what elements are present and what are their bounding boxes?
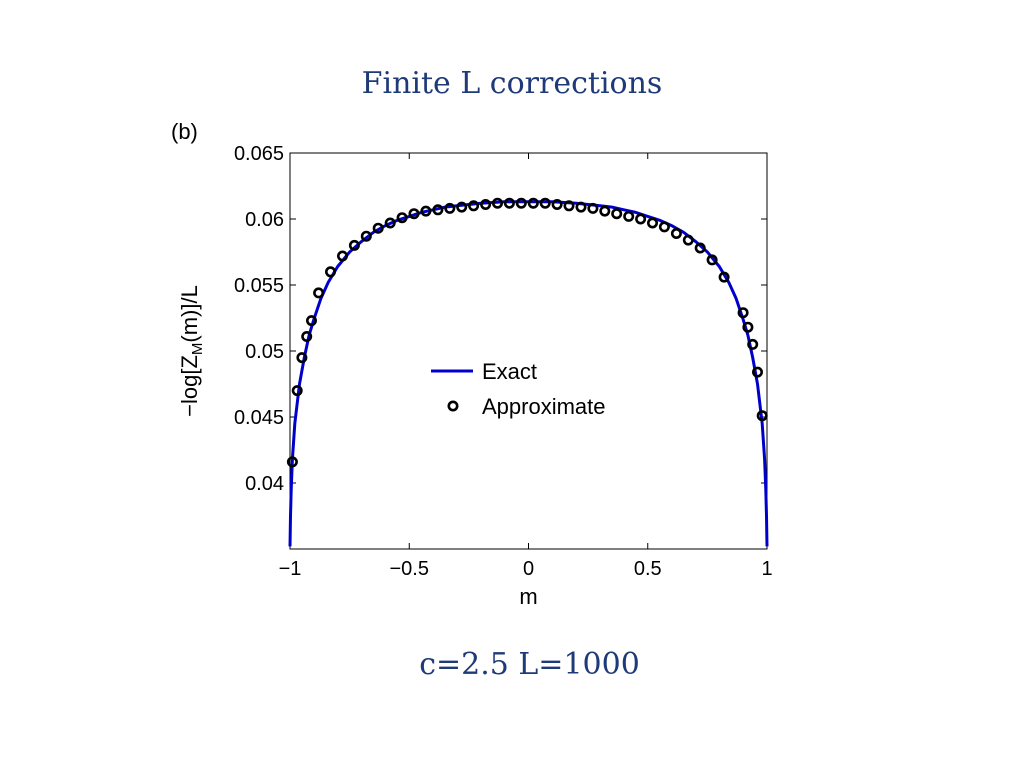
y-tick-label: 0.065 bbox=[234, 143, 284, 165]
y-axis-title: −log[ZM(m)]/L bbox=[177, 285, 206, 417]
series-marker-approximate bbox=[305, 315, 317, 327]
series-marker-approximate bbox=[670, 228, 682, 240]
series-marker-approximate bbox=[747, 338, 759, 350]
series-marker-approximate bbox=[313, 287, 325, 299]
x-tick-label: −0.5 bbox=[390, 558, 429, 580]
slide-title: Finite L corrections bbox=[361, 66, 663, 101]
x-ticks: −1 −0.5 0 0.5 1 bbox=[279, 153, 773, 580]
series-marker-approximate bbox=[599, 205, 611, 217]
series-marker-approximate bbox=[480, 199, 492, 211]
series-marker-approximate bbox=[623, 210, 635, 222]
series-marker-approximate bbox=[694, 242, 706, 254]
series-marker-approximate bbox=[611, 208, 623, 220]
series-marker-approximate bbox=[751, 366, 763, 378]
y-tick-label: 0.05 bbox=[245, 341, 284, 363]
plot-frame bbox=[289, 152, 768, 550]
series-marker-approximate bbox=[372, 222, 384, 234]
x-tick-label: 0.5 bbox=[634, 558, 662, 580]
x-tick-label: 1 bbox=[761, 558, 772, 580]
series-marker-approximate bbox=[575, 201, 587, 213]
series-marker-approximate bbox=[468, 200, 480, 212]
series-marker-approximate bbox=[756, 410, 768, 422]
series-marker-approximate bbox=[301, 330, 313, 342]
y-axis-title-part-1: −log[Z bbox=[177, 355, 202, 417]
series-marker-approximate bbox=[646, 217, 658, 229]
x-tick-label: −1 bbox=[279, 558, 302, 580]
series-marker-approximate bbox=[491, 197, 503, 209]
series-marker-approximate bbox=[527, 197, 539, 209]
series-marker-approximate bbox=[456, 201, 468, 213]
series-marker-approximate bbox=[551, 199, 563, 211]
series-marker-approximate bbox=[348, 239, 360, 251]
series-marker-approximate bbox=[384, 217, 396, 229]
series-layer bbox=[286, 197, 769, 547]
y-tick-label: 0.055 bbox=[234, 275, 284, 297]
series-marker-approximate bbox=[360, 230, 372, 242]
series-marker-approximate bbox=[563, 200, 575, 212]
y-tick-label: 0.06 bbox=[245, 209, 284, 231]
series-marker-approximate bbox=[515, 197, 527, 209]
series-marker-approximate bbox=[503, 197, 515, 209]
y-axis-title-subscript: M bbox=[189, 343, 206, 356]
legend-label-exact: Exact bbox=[482, 359, 537, 384]
series-marker-approximate bbox=[682, 234, 694, 246]
series-marker-approximate bbox=[324, 266, 336, 278]
series-marker-approximate bbox=[706, 254, 718, 266]
panel-label: (b) bbox=[171, 119, 198, 144]
series-marker-approximate bbox=[658, 221, 670, 233]
series-marker-approximate bbox=[444, 202, 456, 214]
series-marker-approximate bbox=[587, 202, 599, 214]
series-marker-approximate bbox=[336, 250, 348, 262]
x-tick-label: 0 bbox=[523, 558, 534, 580]
legend: Exact Approximate bbox=[431, 359, 606, 419]
series-marker-approximate bbox=[742, 321, 754, 333]
y-tick-label: 0.04 bbox=[245, 473, 284, 495]
series-marker-approximate bbox=[408, 208, 420, 220]
y-ticks: 0.04 0.045 0.05 0.055 0.06 0.065 bbox=[234, 143, 767, 495]
chart-plot-area: −1 −0.5 0 0.5 1 0.04 0.045 0.05 0.055 0.06 0.065 bbox=[234, 143, 773, 580]
series-marker-approximate bbox=[432, 204, 444, 216]
series-marker-approximate bbox=[286, 456, 298, 468]
series-marker-approximate bbox=[420, 205, 432, 217]
series-marker-approximate bbox=[291, 385, 303, 397]
y-tick-label: 0.045 bbox=[234, 407, 284, 429]
series-marker-approximate bbox=[635, 213, 647, 225]
series-marker-approximate bbox=[718, 271, 730, 283]
parameter-caption: c=2.5 L=1000 bbox=[419, 647, 640, 682]
legend-marker-swatch bbox=[447, 400, 459, 412]
legend-label-approximate: Approximate bbox=[482, 394, 606, 419]
series-marker-approximate bbox=[539, 197, 551, 209]
series-marker-approximate bbox=[296, 352, 308, 364]
series-marker-approximate bbox=[396, 212, 408, 224]
series-marker-approximate bbox=[737, 307, 749, 319]
y-axis-title-part-2: (m)]/L bbox=[177, 285, 202, 342]
x-axis-title: m bbox=[519, 584, 537, 609]
